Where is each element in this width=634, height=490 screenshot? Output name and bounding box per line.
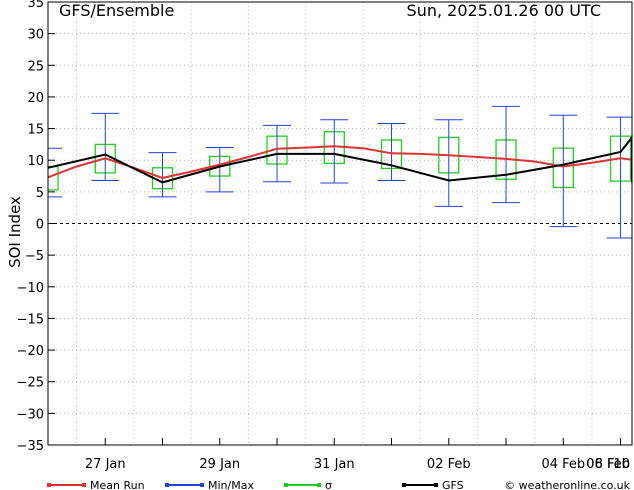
y-tick-label: 20 xyxy=(27,91,44,106)
y-axis-label: SOI Index xyxy=(6,196,24,268)
legend-label-mean-run: Mean Run xyxy=(90,479,145,490)
x-tick-label: 04 Feb xyxy=(541,457,585,472)
x-tick-label: 27 Jan xyxy=(85,457,126,472)
y-tick-label: 15 xyxy=(27,123,44,138)
legend-label-min-max: Min/Max xyxy=(208,479,254,490)
x-tick-label: 31 Jan xyxy=(314,457,355,472)
gfs-line xyxy=(48,135,632,184)
y-tick-label: −35 xyxy=(17,439,44,454)
x-tick-label: 02 Feb xyxy=(427,457,471,472)
run-datetime: Sun, 2025.01.26 00 UTC xyxy=(407,1,601,20)
y-tick-label: 35 xyxy=(27,0,44,11)
y-tick-label: −20 xyxy=(17,344,44,359)
legend: Mean Run Min/Max σ GFS © weatheronline.c… xyxy=(47,479,631,490)
y-tick-labels: 35 30 25 20 15 10 5 0 −5 −10 −15 −20 −25 −30 −35 xyxy=(17,0,44,454)
plot-border xyxy=(47,1,633,446)
y-tick-label: −15 xyxy=(17,312,44,327)
minmax-bars xyxy=(48,105,632,239)
y-tick-label: 30 xyxy=(27,28,44,43)
y-tick-label: −10 xyxy=(17,281,44,296)
y-tick-label: −5 xyxy=(25,249,44,264)
sigma-box xyxy=(48,165,59,191)
legend-item-sigma: σ xyxy=(284,479,332,490)
grid xyxy=(48,1,632,446)
x-tick-label: 29 Jan xyxy=(199,457,240,472)
y-tick-label: 5 xyxy=(36,186,44,201)
y-tick-label: 10 xyxy=(27,154,44,169)
mean-run-line xyxy=(48,145,632,179)
x-tick-label: 10 xyxy=(613,457,630,472)
y-tick-label: 0 xyxy=(36,218,44,233)
source-credit: © weatheronline.co.uk xyxy=(504,479,630,490)
y-tick-label: −25 xyxy=(17,376,44,391)
chart-title: GFS/Ensemble xyxy=(59,1,174,20)
plot-frame xyxy=(47,1,633,446)
x-tick-label: 08 Feb xyxy=(586,457,630,472)
y-tick-label: −30 xyxy=(17,407,44,422)
legend-item-min-max: Min/Max xyxy=(165,479,254,490)
legend-item-gfs: GFS xyxy=(402,479,464,490)
legend-label-sigma: σ xyxy=(325,479,332,490)
legend-label-gfs: GFS xyxy=(442,479,464,490)
y-tick-label: 25 xyxy=(27,59,44,74)
legend-item-mean-run: Mean Run xyxy=(47,479,145,490)
x-tick-label: 06 Feb xyxy=(586,457,630,472)
